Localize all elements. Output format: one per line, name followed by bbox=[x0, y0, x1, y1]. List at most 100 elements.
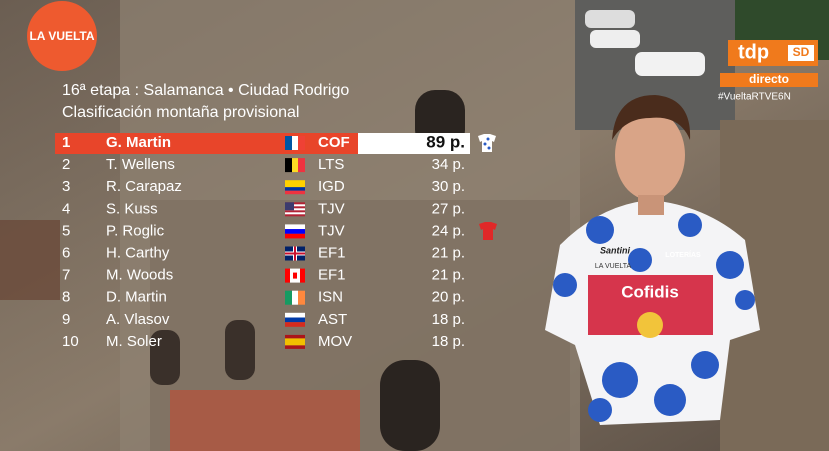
flag bbox=[285, 180, 305, 195]
flag-stripe bbox=[285, 190, 305, 195]
flag-stripe bbox=[292, 136, 298, 150]
jersey-collar: LA VUELTA bbox=[595, 263, 632, 270]
team: ISN bbox=[318, 289, 343, 306]
flag bbox=[285, 268, 305, 283]
points: 21 p. bbox=[432, 267, 465, 284]
classification-title: Clasificación montaña provisional bbox=[62, 104, 299, 121]
rider-name: R. Carapaz bbox=[106, 178, 182, 195]
team: COF bbox=[318, 134, 350, 151]
flag-stripe bbox=[285, 338, 305, 346]
team: EF1 bbox=[318, 267, 346, 284]
standings-row: 6 H. Carthy EF1 21 p. bbox=[62, 244, 465, 261]
rider-name: G. Martin bbox=[106, 134, 171, 151]
flag-stripe bbox=[285, 312, 305, 318]
standings-row: 7 M. Woods EF1 21 p. bbox=[62, 267, 465, 284]
flag-stripe bbox=[285, 268, 290, 283]
rank: 7 bbox=[62, 267, 70, 284]
team: TJV bbox=[318, 200, 345, 217]
points: 34 p. bbox=[432, 156, 465, 173]
rank: 4 bbox=[62, 200, 70, 217]
flag-stripe bbox=[285, 233, 305, 239]
hashtag: #VueltaRTVE6N bbox=[718, 92, 791, 103]
standings-row: 3 R. Carapaz IGD 30 p. bbox=[62, 178, 465, 195]
jersey-sponsor: Cofidis bbox=[621, 282, 679, 301]
flag-stripe bbox=[285, 229, 305, 234]
flag-stripe bbox=[285, 204, 305, 207]
standings-row: 1 G. Martin COF 89 p. bbox=[55, 132, 470, 154]
flag-stripe bbox=[285, 158, 292, 173]
rider-name: H. Carthy bbox=[106, 244, 170, 261]
rank: 2 bbox=[62, 156, 70, 173]
leader-points-box bbox=[358, 133, 470, 154]
flag-stripe bbox=[285, 212, 305, 215]
team: IGD bbox=[318, 178, 345, 195]
flag bbox=[285, 158, 305, 173]
broadcaster-status: directo bbox=[749, 72, 789, 86]
flag-stripe bbox=[298, 290, 305, 305]
rider-name: D. Martin bbox=[106, 289, 167, 306]
stage-title: 16ª etapa : Salamanca • Ciudad Rodrigo bbox=[62, 82, 349, 99]
flag-stripe bbox=[285, 334, 305, 339]
flag bbox=[285, 136, 305, 150]
flag bbox=[285, 290, 305, 305]
flag bbox=[285, 246, 305, 261]
rank: 8 bbox=[62, 289, 70, 306]
rider-name: T. Wellens bbox=[106, 156, 175, 173]
rider-name: P. Roglic bbox=[106, 222, 165, 239]
flag-stripe bbox=[285, 180, 305, 188]
flag-stripe bbox=[285, 187, 305, 191]
team: LTS bbox=[318, 156, 344, 173]
logo-text: LA VUELTA bbox=[29, 29, 94, 43]
team: TJV bbox=[318, 222, 345, 239]
leader-bar bbox=[55, 133, 358, 154]
flag-stripe bbox=[293, 272, 297, 279]
polka-jersey-icon bbox=[478, 134, 496, 152]
points: 89 p. bbox=[426, 132, 465, 151]
broadcaster-name: tdp bbox=[738, 41, 769, 63]
points: 30 p. bbox=[432, 178, 465, 195]
rank: 9 bbox=[62, 311, 70, 328]
flag-stripe bbox=[294, 246, 296, 261]
team: AST bbox=[318, 311, 347, 328]
standings: 1 G. Martin COF 89 p. 2 T. Wellens LTS 34 p. 3 R.… bbox=[55, 132, 470, 350]
rank: 5 bbox=[62, 222, 70, 239]
standings-row: 8 D. Martin ISN 20 p. bbox=[62, 289, 465, 306]
flag-stripe bbox=[285, 317, 305, 323]
rider-name: S. Kuss bbox=[106, 200, 158, 217]
jersey-maker: Santini bbox=[600, 245, 631, 255]
points: 27 p. bbox=[432, 200, 465, 217]
flag bbox=[285, 334, 305, 349]
standings-row: 9 A. Vlasov AST 18 p. bbox=[62, 311, 465, 328]
points: 24 p. bbox=[432, 222, 465, 239]
points: 18 p. bbox=[432, 333, 465, 350]
jersey-sleeve: LOTERÍAS bbox=[665, 250, 701, 259]
broadcaster-quality: SD bbox=[793, 45, 810, 59]
flag-stripe bbox=[292, 290, 298, 305]
flag bbox=[285, 224, 305, 239]
flag-stripe bbox=[285, 290, 292, 305]
flag-stripe bbox=[285, 322, 305, 327]
flag-stripe bbox=[298, 136, 305, 150]
team: EF1 bbox=[318, 244, 346, 261]
rider-name: M. Woods bbox=[106, 267, 173, 284]
points: 20 p. bbox=[432, 289, 465, 306]
flag-stripe bbox=[285, 345, 305, 349]
points: 21 p. bbox=[432, 244, 465, 261]
broadcaster-logo: tdp SD directo #VueltaRTVE6N bbox=[718, 40, 818, 103]
standings-row: 4 S. Kuss TJV 27 p. bbox=[62, 200, 465, 217]
team: MOV bbox=[318, 333, 352, 350]
flag-stripe bbox=[298, 158, 305, 173]
points: 18 p. bbox=[432, 311, 465, 328]
rank: 10 bbox=[62, 333, 79, 350]
flag bbox=[285, 312, 305, 327]
flag-stripe bbox=[300, 268, 305, 283]
rank: 1 bbox=[62, 134, 70, 151]
rank: 6 bbox=[62, 244, 70, 261]
red-jersey-icon bbox=[479, 222, 497, 240]
flag-stripe bbox=[285, 136, 292, 150]
rank: 3 bbox=[62, 178, 70, 195]
flag bbox=[285, 202, 305, 217]
rider: Cofidis Santini LA VUELTA LOTERÍAS bbox=[545, 95, 760, 425]
flag-stripe bbox=[285, 208, 305, 211]
